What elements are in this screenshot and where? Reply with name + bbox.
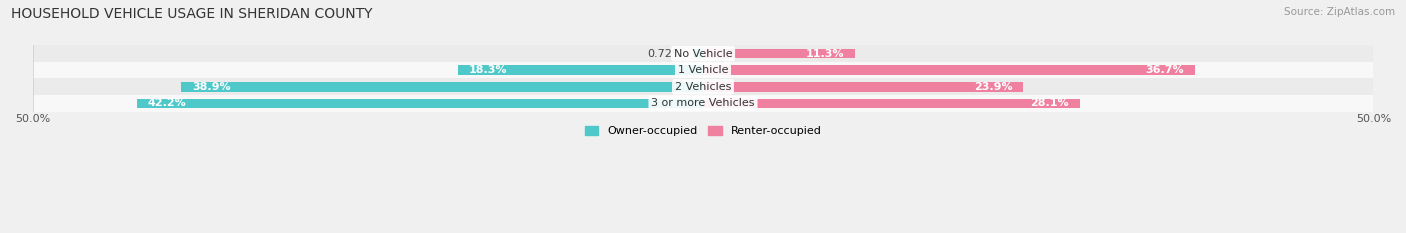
Text: 18.3%: 18.3% — [468, 65, 508, 75]
Text: 1 Vehicle: 1 Vehicle — [678, 65, 728, 75]
Text: 0.72%: 0.72% — [647, 49, 683, 58]
Bar — [457, 65, 703, 75]
Text: 38.9%: 38.9% — [193, 82, 231, 92]
Text: 36.7%: 36.7% — [1146, 65, 1184, 75]
Text: No Vehicle: No Vehicle — [673, 49, 733, 58]
Bar — [32, 95, 1374, 112]
Bar — [703, 65, 1195, 75]
Bar — [703, 82, 1024, 92]
Legend: Owner-occupied, Renter-occupied: Owner-occupied, Renter-occupied — [581, 121, 825, 140]
Bar — [181, 82, 703, 92]
Bar — [703, 49, 855, 58]
Bar — [32, 45, 1374, 62]
Text: 42.2%: 42.2% — [148, 98, 187, 108]
Text: 23.9%: 23.9% — [974, 82, 1012, 92]
Text: 11.3%: 11.3% — [806, 49, 844, 58]
Text: 3 or more Vehicles: 3 or more Vehicles — [651, 98, 755, 108]
Bar — [693, 49, 703, 58]
Text: Source: ZipAtlas.com: Source: ZipAtlas.com — [1284, 7, 1395, 17]
Text: 2 Vehicles: 2 Vehicles — [675, 82, 731, 92]
Bar — [32, 79, 1374, 95]
Bar — [703, 99, 1080, 108]
Bar — [32, 62, 1374, 79]
Text: 28.1%: 28.1% — [1031, 98, 1069, 108]
Text: HOUSEHOLD VEHICLE USAGE IN SHERIDAN COUNTY: HOUSEHOLD VEHICLE USAGE IN SHERIDAN COUN… — [11, 7, 373, 21]
Bar — [138, 99, 703, 108]
